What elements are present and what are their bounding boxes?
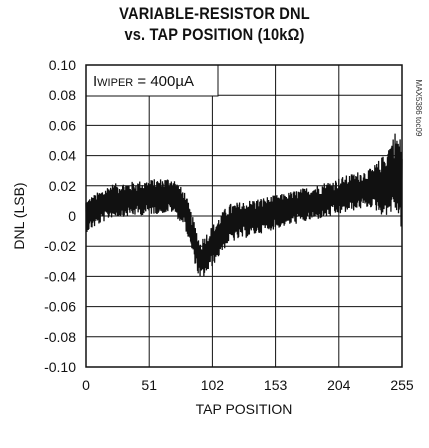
- x-tick-label: 102: [201, 377, 225, 393]
- y-tick-label: -0.02: [44, 238, 76, 254]
- x-tick-label: 0: [82, 377, 90, 393]
- y-tick-label: -0.04: [44, 268, 76, 284]
- y-tick-label: 0.04: [49, 148, 76, 164]
- x-axis-title: TAP POSITION: [196, 401, 293, 417]
- y-tick-label: 0.10: [49, 57, 76, 73]
- chart-title-line-1: VARIABLE-RESISTOR DNL: [119, 4, 310, 23]
- chart-title-line-2: vs. TAP POSITION (10kΩ): [124, 25, 305, 44]
- y-tick-label: 0.06: [49, 117, 76, 133]
- plot-border: [85, 64, 403, 368]
- y-tick-label: 0.08: [49, 87, 76, 103]
- y-axis-title: DNL (LSB): [11, 182, 27, 249]
- y-tick-label: 0: [68, 208, 76, 224]
- dnl-series-line: [85, 133, 403, 277]
- y-tick-label: -0.10: [44, 359, 76, 375]
- x-tick-label: 51: [141, 377, 157, 393]
- x-tick-label: 255: [390, 377, 414, 393]
- y-tick-label: 0.02: [49, 178, 76, 194]
- y-tick-label: -0.08: [44, 329, 76, 345]
- y-tick-label: -0.06: [44, 299, 76, 315]
- annotation-label: IWIPER = 400µA: [93, 73, 194, 90]
- x-tick-label: 153: [264, 377, 288, 393]
- side-code: MAX5386 toc09: [414, 80, 423, 137]
- x-tick-label: 204: [327, 377, 351, 393]
